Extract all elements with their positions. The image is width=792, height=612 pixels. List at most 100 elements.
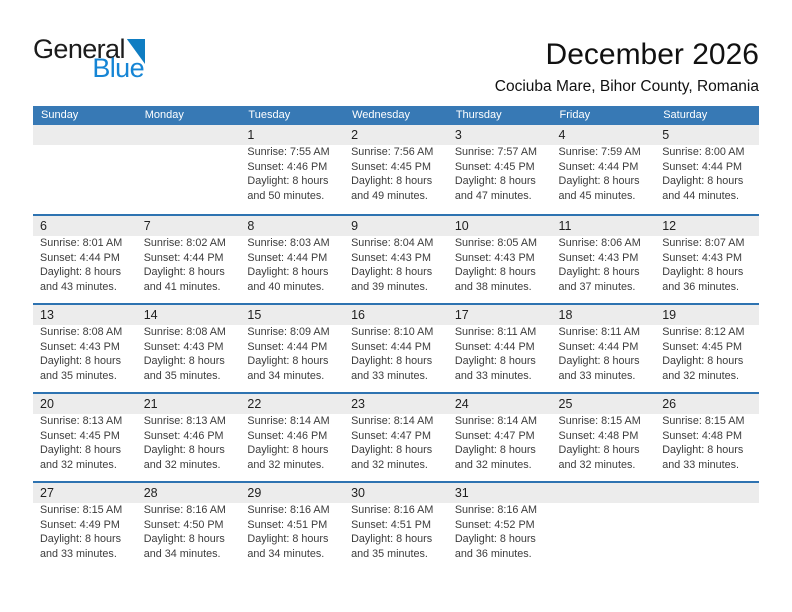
day-header-saturday: Saturday (663, 109, 708, 121)
day-number-band (33, 394, 759, 414)
sun-info-line: and 37 minutes. (558, 280, 636, 293)
day-number: 11 (558, 219, 572, 233)
sun-info-line: Sunrise: 7:57 AM (454, 146, 538, 158)
sun-info-line: and 33 minutes. (662, 458, 740, 471)
sun-info-line: Sunset: 4:43 PM (143, 340, 224, 353)
sun-info-line: Daylight: 8 hours (662, 175, 744, 188)
sun-info-line: Daylight: 8 hours (143, 266, 225, 279)
sun-info-line: and 33 minutes. (454, 369, 532, 382)
sun-info-line: Sunrise: 8:08 AM (40, 326, 123, 338)
day-header-friday: Friday (559, 109, 591, 121)
sun-info-line: Sunrise: 8:15 AM (558, 415, 641, 427)
sun-info-line: Daylight: 8 hours (40, 266, 122, 279)
sun-info-line: and 45 minutes. (558, 189, 636, 202)
day-number: 18 (558, 308, 573, 322)
sun-info-line: Daylight: 8 hours (143, 533, 225, 546)
week-cells: 1 Sunrise: 7:55 AM Sunset: 4:46 PM Daylight… (33, 125, 759, 214)
logo-word-blue: Blue (92, 53, 144, 83)
day-cell-22: 22 Sunrise: 8:14 AM Sunset: 4:46 PM Dayligh… (240, 394, 344, 481)
sun-info-line: Sunrise: 8:14 AM (351, 415, 434, 427)
day-number: 20 (40, 397, 54, 411)
sun-info-line: Daylight: 8 hours (351, 266, 433, 279)
empty-day-cell (552, 483, 656, 570)
day-number: 4 (558, 128, 566, 142)
sun-info-line: Sunrise: 8:11 AM (558, 326, 640, 338)
day-number: 10 (454, 219, 469, 233)
week-row: 27 Sunrise: 8:15 AM Sunset: 4:49 PM Dayligh… (33, 481, 759, 570)
day-number: 8 (247, 219, 255, 233)
day-number: 17 (454, 308, 469, 322)
sun-info-line: and 33 minutes. (351, 369, 428, 382)
day-number: 5 (662, 128, 670, 142)
week-row: 13 Sunrise: 8:08 AM Sunset: 4:43 PM Dayligh… (33, 303, 759, 392)
day-number: 30 (351, 486, 366, 500)
sun-info-line: Sunrise: 8:00 AM (662, 146, 745, 158)
sun-info-line: Daylight: 8 hours (558, 355, 640, 368)
calendar-grid: Sunday Monday Tuesday Wednesday Thursday Frid… (33, 106, 759, 570)
sun-info-line: and 33 minutes. (558, 369, 636, 382)
sun-info-line: and 36 minutes. (662, 280, 740, 293)
calendar-month-title: December 2026 (545, 38, 759, 71)
day-number: 1 (247, 128, 255, 142)
sun-info-line: Daylight: 8 hours (40, 355, 122, 368)
day-number: 2 (351, 128, 359, 142)
day-cell-17: 17 Sunrise: 8:11 AM Sunset: 4:44 PM Dayligh… (448, 305, 552, 392)
sun-info-line: Sunrise: 8:10 AM (351, 326, 434, 338)
sun-info-line: Sunrise: 8:11 AM (454, 326, 537, 338)
day-cell-12: 12 Sunrise: 8:07 AM Sunset: 4:43 PM Dayligh… (655, 216, 759, 303)
day-header-wednesday: Wednesday (352, 109, 410, 121)
sun-info-line: Sunrise: 8:16 AM (454, 504, 538, 516)
sun-info-line: Sunset: 4:43 PM (558, 251, 639, 264)
sun-info-line: Sunrise: 7:56 AM (351, 146, 434, 158)
sun-info-line: Sunset: 4:51 PM (247, 518, 328, 531)
day-header-thursday: Thursday (455, 109, 502, 121)
sun-info-line: Sunrise: 8:05 AM (454, 237, 538, 249)
day-header-monday: Monday (144, 109, 184, 121)
sun-info-line: Daylight: 8 hours (454, 444, 536, 457)
day-cell-9: 9 Sunrise: 8:04 AM Sunset: 4:43 PM Daylight… (344, 216, 448, 303)
sun-info-line: Sunrise: 7:55 AM (247, 146, 330, 158)
day-cell-10: 10 Sunrise: 8:05 AM Sunset: 4:43 PM Dayligh… (448, 216, 552, 303)
sun-info-line: and 43 minutes. (40, 280, 117, 293)
sun-info-line: Sunrise: 8:13 AM (143, 415, 226, 427)
sun-info-line: Daylight: 8 hours (454, 266, 536, 279)
sun-info-line: and 36 minutes. (454, 547, 532, 560)
sun-info-line: Daylight: 8 hours (247, 444, 329, 457)
sun-info-line: and 50 minutes. (247, 189, 325, 202)
sun-info-line: and 34 minutes. (247, 369, 325, 382)
day-number: 22 (247, 397, 262, 411)
day-cell-30: 30 Sunrise: 8:16 AM Sunset: 4:51 PM Dayligh… (344, 483, 448, 570)
day-cell-19: 19 Sunrise: 8:12 AM Sunset: 4:45 PM Dayligh… (655, 305, 759, 392)
sun-info-line: Sunset: 4:44 PM (247, 251, 328, 264)
empty-day-cell (33, 125, 137, 214)
day-cell-8: 8 Sunrise: 8:03 AM Sunset: 4:44 PM Daylight… (240, 216, 344, 303)
sun-info-line: Sunset: 4:43 PM (454, 251, 535, 264)
day-cell-31: 31 Sunrise: 8:16 AM Sunset: 4:52 PM Dayligh… (448, 483, 552, 570)
sun-info-line: Sunset: 4:47 PM (351, 429, 431, 442)
sun-info-line: Sunrise: 8:09 AM (247, 326, 330, 338)
sun-info-line: Daylight: 8 hours (351, 444, 433, 457)
day-number: 27 (40, 486, 54, 500)
day-number: 28 (143, 486, 158, 500)
day-number: 13 (40, 308, 54, 322)
sun-info-line: and 40 minutes. (247, 280, 325, 293)
sun-info-line: Daylight: 8 hours (247, 533, 329, 546)
sun-info-line: Sunrise: 7:59 AM (558, 146, 641, 158)
sun-info-line: Sunset: 4:47 PM (454, 429, 535, 442)
sun-info-line: Daylight: 8 hours (40, 533, 122, 546)
calendar-weeks: 1 Sunrise: 7:55 AM Sunset: 4:46 PM Daylight… (33, 125, 759, 570)
sun-info-line: Sunrise: 8:02 AM (143, 237, 226, 249)
sun-info-line: and 32 minutes. (454, 458, 532, 471)
sun-info-line: and 32 minutes. (40, 458, 117, 471)
sun-info-line: and 32 minutes. (662, 369, 740, 382)
sun-info-line: Sunset: 4:44 PM (40, 251, 120, 264)
day-cell-1: 1 Sunrise: 7:55 AM Sunset: 4:46 PM Daylight… (240, 125, 344, 214)
day-number: 3 (454, 128, 462, 142)
sun-info-line: and 38 minutes. (454, 280, 532, 293)
day-of-week-header-row: Sunday Monday Tuesday Wednesday Thursday Frid… (33, 106, 759, 125)
sun-info-line: Sunrise: 8:12 AM (662, 326, 745, 338)
sun-info-line: Sunset: 4:44 PM (247, 340, 328, 353)
week-row: 6 Sunrise: 8:01 AM Sunset: 4:44 PM Daylight… (33, 214, 759, 303)
day-number: 15 (247, 308, 262, 322)
sun-info-line: Daylight: 8 hours (558, 175, 640, 188)
